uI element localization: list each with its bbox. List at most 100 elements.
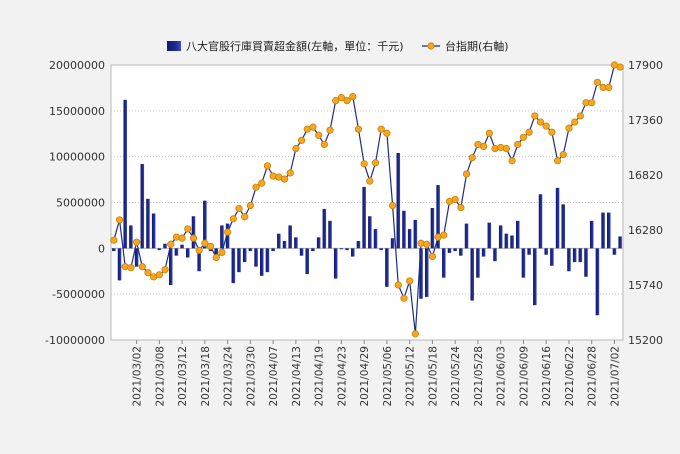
bar xyxy=(476,248,480,278)
bar xyxy=(493,248,497,262)
legend-bar-label: 八大官股行庫買賣超金額(左軸，單位：千元) xyxy=(186,39,404,53)
line-point xyxy=(252,183,260,191)
bar xyxy=(186,248,190,258)
left-axis-tick-label: 15000000 xyxy=(49,105,105,118)
bar xyxy=(572,248,577,263)
line-point xyxy=(224,228,232,236)
line-point xyxy=(349,92,357,101)
bar xyxy=(168,248,173,285)
line-point xyxy=(241,213,249,221)
bar xyxy=(259,248,264,276)
bar xyxy=(203,200,207,249)
x-tick-label: 2021/04/13 xyxy=(291,346,303,407)
line-point xyxy=(161,266,169,274)
line-point xyxy=(343,97,351,105)
line-point xyxy=(383,129,391,137)
line-point xyxy=(388,201,397,210)
line-point xyxy=(201,239,209,247)
line-point xyxy=(377,125,385,133)
line-point xyxy=(411,330,419,338)
bar xyxy=(589,220,594,249)
right-axis-tick-label: 15740 xyxy=(628,279,663,292)
bar xyxy=(533,248,537,306)
line-point xyxy=(394,281,402,289)
line-point xyxy=(571,118,579,126)
line-point xyxy=(320,140,328,149)
right-axis-tick-label: 17900 xyxy=(628,59,663,72)
bar xyxy=(214,248,219,258)
line-point xyxy=(371,159,380,167)
bar xyxy=(112,248,116,252)
bar xyxy=(498,225,503,249)
bar xyxy=(487,222,492,249)
line-point xyxy=(218,248,226,257)
line-point xyxy=(263,162,272,170)
x-tick-label: 2021/04/07 xyxy=(268,346,280,407)
bar xyxy=(197,248,201,272)
bar xyxy=(385,248,389,287)
line-point xyxy=(536,118,545,126)
line-point xyxy=(508,157,516,165)
line-point xyxy=(206,242,215,250)
line-point xyxy=(337,93,345,102)
line-point xyxy=(138,263,146,271)
bar xyxy=(345,248,349,251)
bar xyxy=(413,219,418,249)
line-point xyxy=(616,63,624,71)
bar xyxy=(407,229,412,249)
bar xyxy=(180,244,184,249)
line-point xyxy=(468,154,476,162)
line-point xyxy=(559,151,567,159)
bar xyxy=(254,248,258,267)
legend-line-marker xyxy=(427,42,435,50)
line-point xyxy=(133,238,141,246)
left-axis-tick-label: 5000000 xyxy=(56,197,105,210)
bar xyxy=(140,164,145,249)
left-axis-tick-label: -10000000 xyxy=(45,334,105,347)
line-point xyxy=(576,112,584,120)
line-point xyxy=(229,215,237,223)
bar xyxy=(481,248,486,257)
bar xyxy=(396,153,401,249)
line-point xyxy=(593,78,602,86)
line-point xyxy=(184,225,192,233)
line-point xyxy=(548,128,556,136)
line-point xyxy=(360,160,368,168)
bar xyxy=(595,248,600,316)
bar xyxy=(151,213,156,249)
bar xyxy=(373,229,378,249)
bar xyxy=(442,248,446,278)
line-point xyxy=(451,195,459,204)
line-point xyxy=(332,97,340,105)
bar xyxy=(453,248,457,252)
line-point xyxy=(127,264,135,272)
bar xyxy=(601,212,605,249)
line-point xyxy=(480,142,488,151)
line-point xyxy=(326,126,334,134)
bar xyxy=(538,194,543,249)
left-axis-tick-label: 20000000 xyxy=(49,59,105,72)
line-point xyxy=(485,129,493,137)
bar xyxy=(424,248,429,297)
line-point xyxy=(406,277,414,285)
bar xyxy=(584,248,588,277)
bar xyxy=(578,248,583,263)
bar xyxy=(544,248,548,255)
x-tick-label: 2021/07/02 xyxy=(609,346,621,407)
line-point xyxy=(525,128,533,136)
bar xyxy=(288,225,292,249)
bar xyxy=(561,204,566,249)
line-point xyxy=(195,246,203,254)
bar xyxy=(174,248,179,256)
bar xyxy=(555,187,560,249)
x-tick-label: 2021/06/03 xyxy=(496,346,508,407)
line-point xyxy=(428,252,437,261)
bar xyxy=(618,236,622,249)
bar xyxy=(146,198,150,249)
bar xyxy=(504,233,509,249)
bar xyxy=(225,223,230,249)
x-tick-label: 2021/03/08 xyxy=(154,346,166,407)
bar xyxy=(333,248,338,279)
left-axis-tick-label: 10000000 xyxy=(49,151,105,164)
